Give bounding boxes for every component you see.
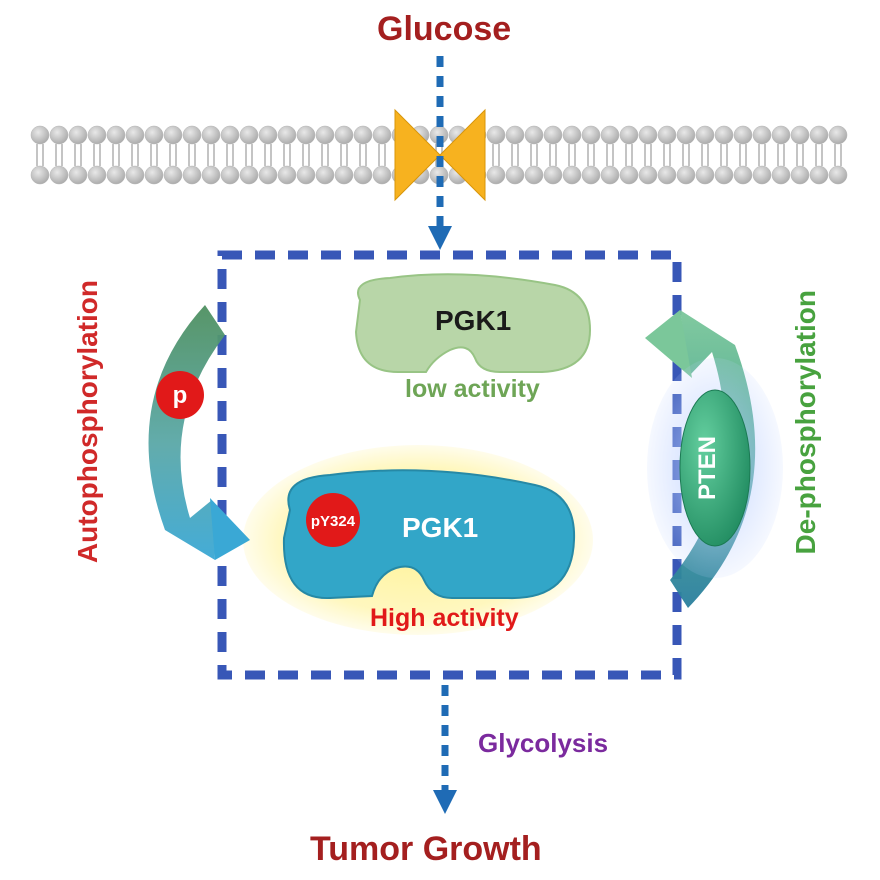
- tumor-growth-label: Tumor Growth: [310, 830, 542, 869]
- autophosphorylation-label: Autophosphorylation: [72, 280, 104, 563]
- diagram-canvas: pY324 p PTEN Glucose Tumor Growth Glycol…: [0, 0, 880, 880]
- left-cycle-arrow: [149, 305, 250, 560]
- arrow-glucose-in: [428, 56, 452, 250]
- pgk1-low-label: PGK1: [435, 305, 511, 337]
- py324-label: pY324: [311, 513, 356, 530]
- arrow-glycolysis-out: [433, 685, 457, 814]
- pten-label: PTEN: [694, 436, 721, 500]
- right-cycle-arrow: [645, 310, 755, 608]
- glycolysis-label: Glycolysis: [478, 728, 608, 759]
- py324-badge: [306, 493, 360, 547]
- pgk1-high-label: PGK1: [402, 512, 478, 544]
- diagram-svg: pY324 p PTEN: [0, 0, 880, 880]
- dephosphorylation-label: De-phosphorylation: [790, 290, 822, 554]
- transporter-icon: [395, 110, 485, 200]
- pten-glow: [647, 358, 783, 578]
- p-badge: [156, 371, 204, 419]
- pten-shape: [680, 390, 750, 546]
- glucose-label: Glucose: [377, 10, 511, 49]
- p-label: p: [173, 382, 188, 409]
- high-activity-label: High activity: [370, 604, 519, 633]
- membrane: [31, 126, 847, 184]
- low-activity-label: low activity: [405, 375, 540, 404]
